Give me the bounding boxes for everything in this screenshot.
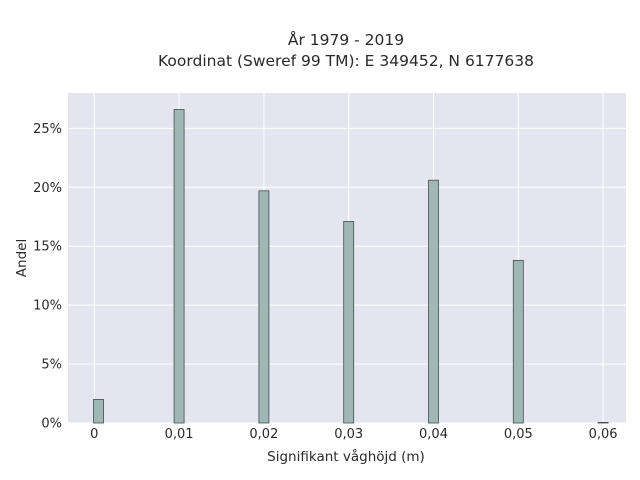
x-tick-label-5: 0,05	[504, 427, 533, 442]
x-tick-label-2: 0,02	[249, 427, 278, 442]
x-tick-label-0: 0	[90, 427, 98, 442]
bar-1	[173, 109, 185, 424]
x-axis-label: Signifikant våghöjd (m)	[267, 448, 425, 465]
bar-3	[343, 221, 355, 424]
x-tick-label-1: 0,01	[165, 427, 194, 442]
y-tick-label-4: 20%	[33, 181, 62, 196]
x-tick-label-4: 0,04	[419, 427, 448, 442]
x-axis-ticks: 0 0,01 0,02 0,03 0,04 0,05 0,06	[90, 427, 617, 442]
x-tick-label-3: 0,03	[334, 427, 363, 442]
bars	[93, 109, 609, 424]
bar-2	[258, 190, 270, 424]
chart-title-line-1: År 1979 - 2019	[288, 30, 404, 49]
y-axis-label: Andel	[14, 239, 30, 277]
y-tick-label-1: 5%	[41, 358, 62, 373]
bar-6	[597, 422, 609, 424]
chart-title-line-2: Koordinat (Sweref 99 TM): E 349452, N 61…	[158, 52, 534, 70]
bar-4	[428, 179, 439, 424]
x-tick-label-6: 0,06	[589, 427, 618, 442]
y-tick-label-2: 10%	[33, 299, 62, 314]
bar-0	[93, 399, 104, 424]
y-tick-label-5: 25%	[33, 122, 62, 137]
bar-5	[512, 259, 524, 424]
y-axis-ticks: 0% 5% 10% 15% 20% 25%	[33, 122, 62, 432]
y-tick-label-0: 0%	[41, 417, 62, 432]
y-tick-label-3: 15%	[33, 240, 62, 255]
